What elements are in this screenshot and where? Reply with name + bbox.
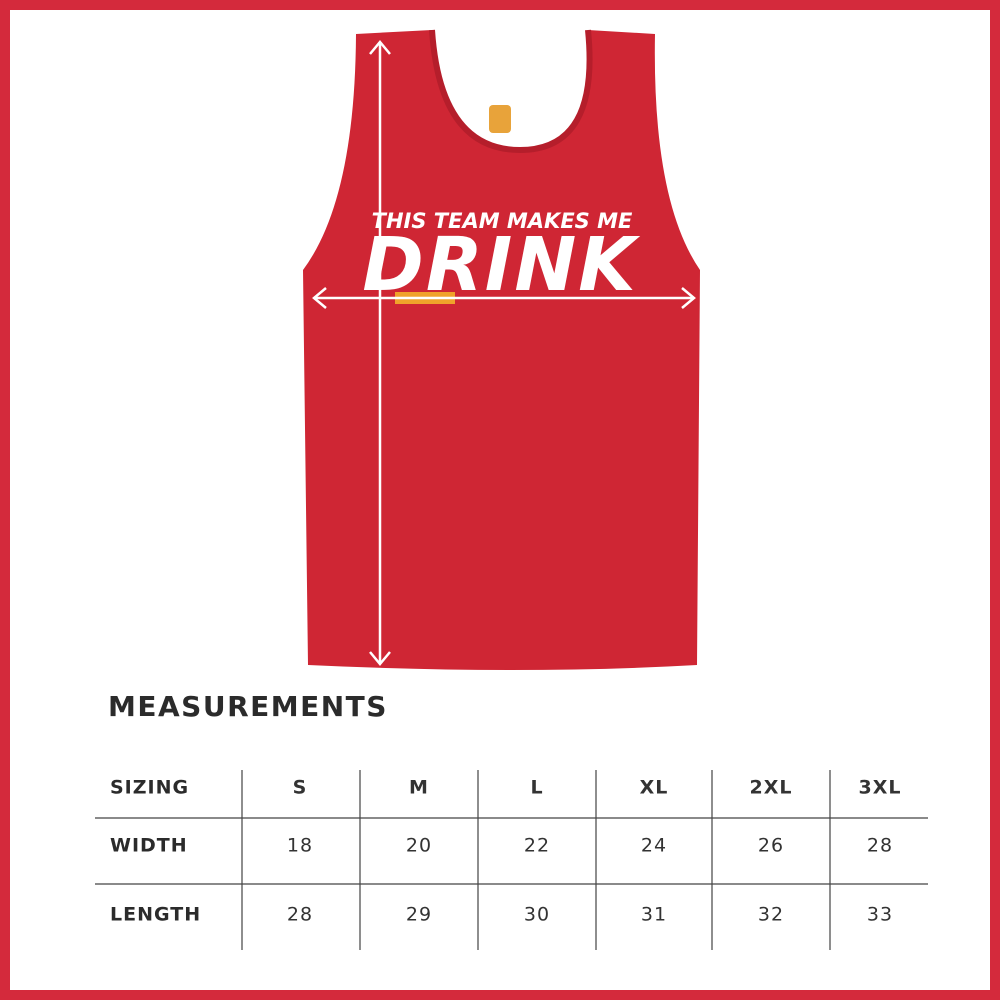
table-cell: 31 <box>641 904 667 926</box>
table-cell: 32 <box>758 904 784 926</box>
table-cell: 20 <box>406 835 432 857</box>
measure-arrows <box>312 40 696 666</box>
header-cell: S <box>293 777 308 799</box>
table-cell: LENGTH <box>110 904 201 926</box>
table-cell: 28 <box>287 904 313 926</box>
header-cell: SIZING <box>110 777 189 799</box>
header-cell: 2XL <box>750 777 793 799</box>
print-line2: DRINK <box>362 222 640 308</box>
header-cell: L <box>530 777 543 799</box>
heading: MEASUREMENTS <box>108 690 388 723</box>
brand-tag <box>489 105 511 133</box>
header-cell: 3XL <box>859 777 902 799</box>
table-cell: 33 <box>867 904 893 926</box>
tank-top <box>303 30 700 670</box>
neckline <box>429 29 593 154</box>
table-cell: 30 <box>524 904 550 926</box>
table-cell: WIDTH <box>110 835 188 857</box>
table-cell: 22 <box>524 835 550 857</box>
size-table: SIZING S M L XL 2XL 3XL WIDTH 18 20 22 24 26 28 LENGTH… <box>95 770 928 950</box>
print-line1: THIS TEAM MAKES ME <box>372 209 633 233</box>
table-cell: 26 <box>758 835 784 857</box>
table-cell: 24 <box>641 835 667 857</box>
table-cell: 18 <box>287 835 313 857</box>
table-cell: 28 <box>867 835 893 857</box>
header-cell: XL <box>640 777 669 799</box>
header-cell: M <box>409 777 429 799</box>
table-cell: 29 <box>406 904 432 926</box>
